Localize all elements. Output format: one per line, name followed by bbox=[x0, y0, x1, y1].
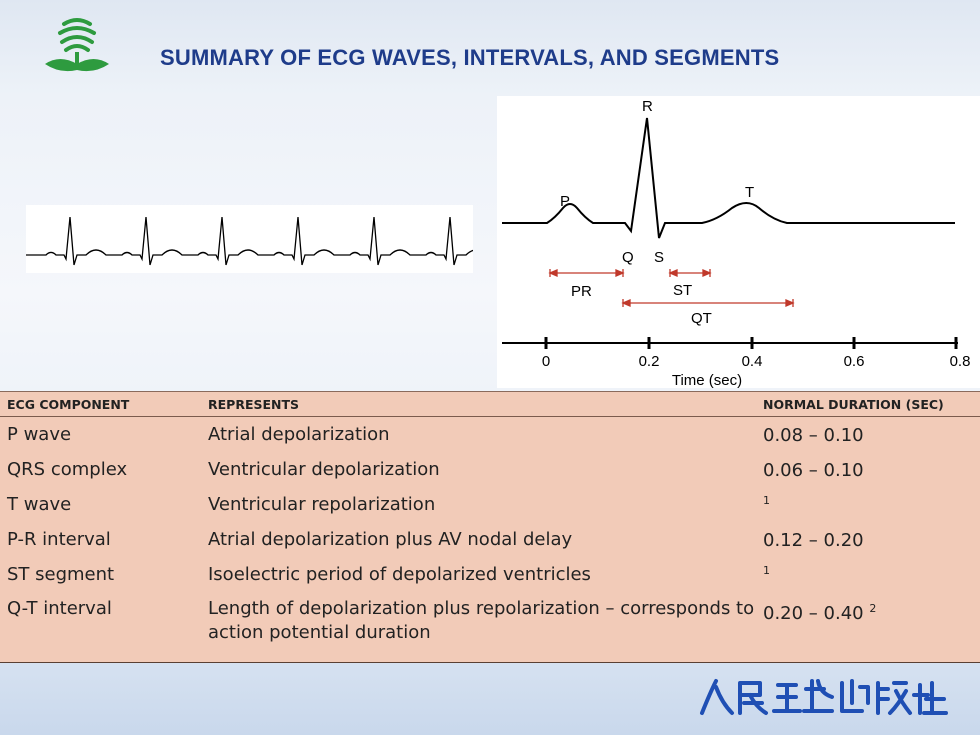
page-title: SUMMARY OF ECG WAVES, INTERVALS, AND SEG… bbox=[160, 45, 780, 70]
table-row: QRS complex Ventricular depolarization 0… bbox=[0, 452, 980, 487]
cell-component: ST segment bbox=[7, 564, 115, 585]
interval-label-pr: PR bbox=[571, 283, 592, 300]
wave-label-r: R bbox=[642, 98, 653, 115]
cell-represents: Ventricular depolarization bbox=[208, 459, 440, 480]
cell-represents: Length of depolarization plus repolariza… bbox=[208, 598, 755, 643]
cell-represents: Atrial depolarization bbox=[208, 424, 390, 445]
cell-duration: 0.12 – 0.20 bbox=[763, 529, 864, 551]
axis-tick-0: 0 bbox=[542, 353, 550, 370]
table-header-row: ECG COMPONENT REPRESENTS NORMAL DURATION… bbox=[0, 392, 980, 417]
publisher-logo bbox=[700, 679, 948, 715]
slide-header: SUMMARY OF ECG WAVES, INTERVALS, AND SEG… bbox=[0, 0, 980, 95]
table-row: Q-T interval Length of depolarization pl… bbox=[0, 592, 980, 653]
interval-label-qt: QT bbox=[691, 310, 712, 327]
time-axis bbox=[502, 337, 958, 349]
header-normal-duration: NORMAL DURATION (SEC) bbox=[756, 392, 980, 417]
cell-duration: 0.06 – 0.10 bbox=[763, 459, 864, 481]
ecg-trace bbox=[502, 117, 955, 239]
axis-tick-0-2: 0.2 bbox=[639, 353, 660, 370]
cell-represents: Isoelectric period of depolarized ventri… bbox=[208, 564, 591, 585]
table-row: ST segment Isoelectric period of depolar… bbox=[0, 557, 980, 592]
cell-represents: Atrial depolarization plus AV nodal dela… bbox=[208, 529, 573, 550]
cell-component: P-R interval bbox=[7, 529, 111, 550]
header-ecg-component: ECG COMPONENT bbox=[0, 392, 201, 417]
axis-tick-0-4: 0.4 bbox=[742, 353, 763, 370]
interval-label-st: ST bbox=[673, 282, 692, 299]
ecg-waveform-diagram: P R T Q S PR ST QT bbox=[497, 96, 980, 389]
header-represents: REPRESENTS bbox=[201, 392, 756, 417]
wave-label-q: Q bbox=[622, 249, 634, 266]
cell-component: QRS complex bbox=[7, 459, 128, 480]
table-row: P wave Atrial depolarization 0.08 – 0.10 bbox=[0, 417, 980, 453]
axis-tick-0-8: 0.8 bbox=[950, 353, 971, 370]
cell-component: Q-T interval bbox=[7, 598, 112, 619]
axis-label: Time (sec) bbox=[672, 372, 742, 388]
wave-label-s: S bbox=[654, 249, 664, 266]
cell-duration: 1 bbox=[763, 563, 770, 577]
cell-duration: 1 bbox=[763, 493, 770, 507]
table-row: T wave Ventricular repolarization 1 bbox=[0, 487, 980, 522]
axis-tick-0-6: 0.6 bbox=[844, 353, 865, 370]
ecg-summary-table: ECG COMPONENT REPRESENTS NORMAL DURATION… bbox=[0, 391, 980, 663]
leaf-logo-icon bbox=[45, 18, 109, 72]
cell-duration: 0.20 – 0.40 2 bbox=[763, 602, 877, 624]
table-row: P-R interval Atrial depolarization plus … bbox=[0, 522, 980, 557]
cell-component: T wave bbox=[7, 494, 72, 515]
cell-duration: 0.08 – 0.10 bbox=[763, 424, 864, 446]
cell-represents: Ventricular repolarization bbox=[208, 494, 436, 515]
wave-label-p: P bbox=[560, 193, 570, 210]
cell-component: P wave bbox=[7, 424, 72, 445]
wave-label-t: T bbox=[745, 184, 754, 201]
ecg-rhythm-strip bbox=[26, 205, 488, 273]
